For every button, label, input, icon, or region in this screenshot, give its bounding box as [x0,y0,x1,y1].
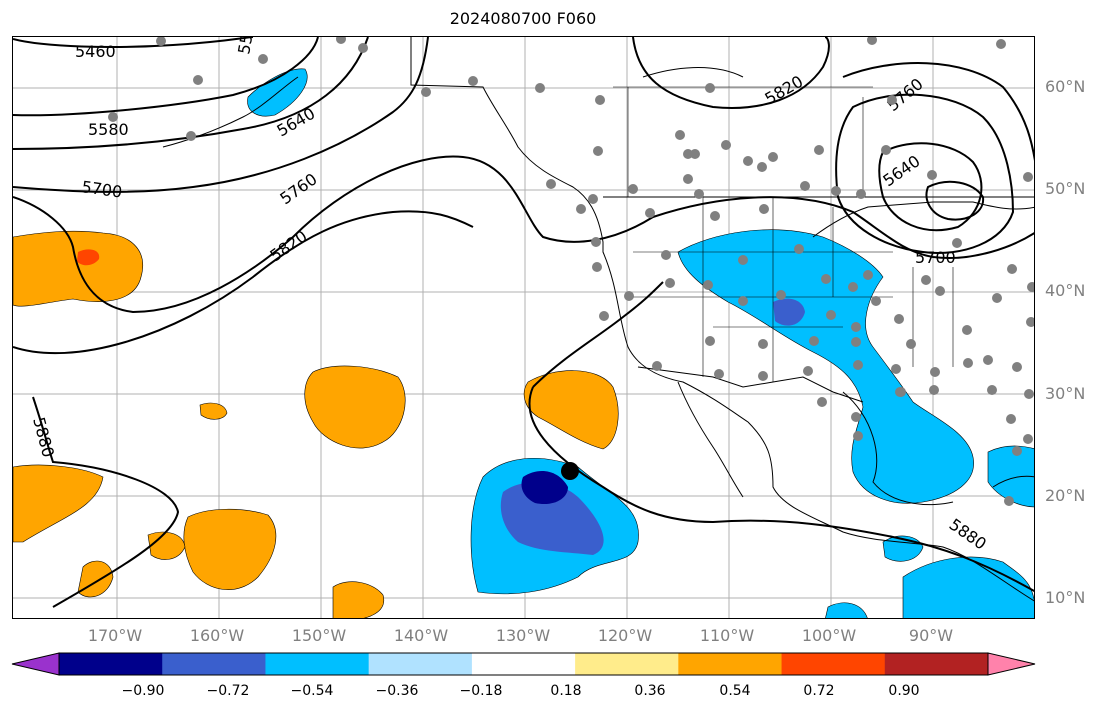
lon-label: 120°W [597,626,653,645]
contour-label: 5760 [276,169,320,208]
map-canvas: 5460 5580 5640 5700 5760 5820 5880 5820 … [13,37,1034,618]
negative-mid-area [500,481,604,555]
colorbar-extend-low [12,653,59,675]
lon-label: 130°W [495,626,551,645]
lon-label: 100°W [801,626,857,645]
map-panel: 5460 5580 5640 5700 5760 5820 5880 5820 … [12,36,1035,619]
negative-mid-area-2 [773,298,805,326]
contour-label: 5460 [75,42,116,61]
colorbar-tick-label: −0.72 [206,683,250,699]
colorbar [11,652,1036,676]
state-borders [613,86,954,382]
colorbar-cell [471,653,576,675]
colorbar-tick-label: 0.54 [719,683,751,699]
contour-label: 5700 [915,248,956,267]
colorbar-tick-label: 0.72 [803,683,835,699]
contour-label: 5880 [946,515,990,554]
contour-label: 5820 [762,72,807,109]
contour-label: 5640 [879,151,923,190]
lat-label: 60°N [1045,77,1086,96]
colorbar-cell [575,653,679,675]
colorbar-cell [162,653,266,675]
colorbar-tick-label: −0.18 [459,683,503,699]
lat-label: 10°N [1045,588,1086,607]
colorbar-tick-label: −0.36 [375,683,419,699]
positive-anomaly-areas [13,230,619,618]
colorbar-cell [884,653,989,675]
contour-label: 5880 [29,415,58,459]
lat-label: 20°N [1045,486,1086,505]
lon-label: 150°W [291,626,347,645]
negative-strong-area [521,471,568,505]
contour-label: 5820 [266,226,310,265]
lon-label: 160°W [189,626,245,645]
station-dots [108,37,1034,506]
height-contours [13,37,1034,608]
colorbar-cell [59,653,163,675]
lon-label: 140°W [393,626,449,645]
lat-label: 50°N [1045,179,1086,198]
location-marker [561,462,579,480]
positive-strong-area [77,249,100,266]
colorbar-tick-label: 0.90 [888,683,920,699]
lat-label: 30°N [1045,384,1086,403]
colorbar-tick-label: −0.54 [290,683,334,699]
colorbar-extend-high [988,653,1035,675]
lon-label: 170°W [87,626,143,645]
lon-label: 90°W [908,626,954,645]
colorbar-cell [678,653,783,675]
colorbar-cell [265,653,370,675]
lat-label: 40°N [1045,281,1086,300]
colorbar-tick-label: −0.90 [121,683,165,699]
contour-label: 55 [234,37,256,56]
colorbar-cell [781,653,886,675]
colorbar-tick-label: 0.18 [550,683,582,699]
negative-anomaly-areas [247,68,1034,618]
contour-label: 5580 [88,120,129,139]
coastlines [162,37,1034,602]
colorbar-cell [368,653,473,675]
map-title: 2024080700 F060 [449,9,597,28]
colorbar-tick-label: 0.36 [634,683,666,699]
lon-label: 110°W [699,626,755,645]
